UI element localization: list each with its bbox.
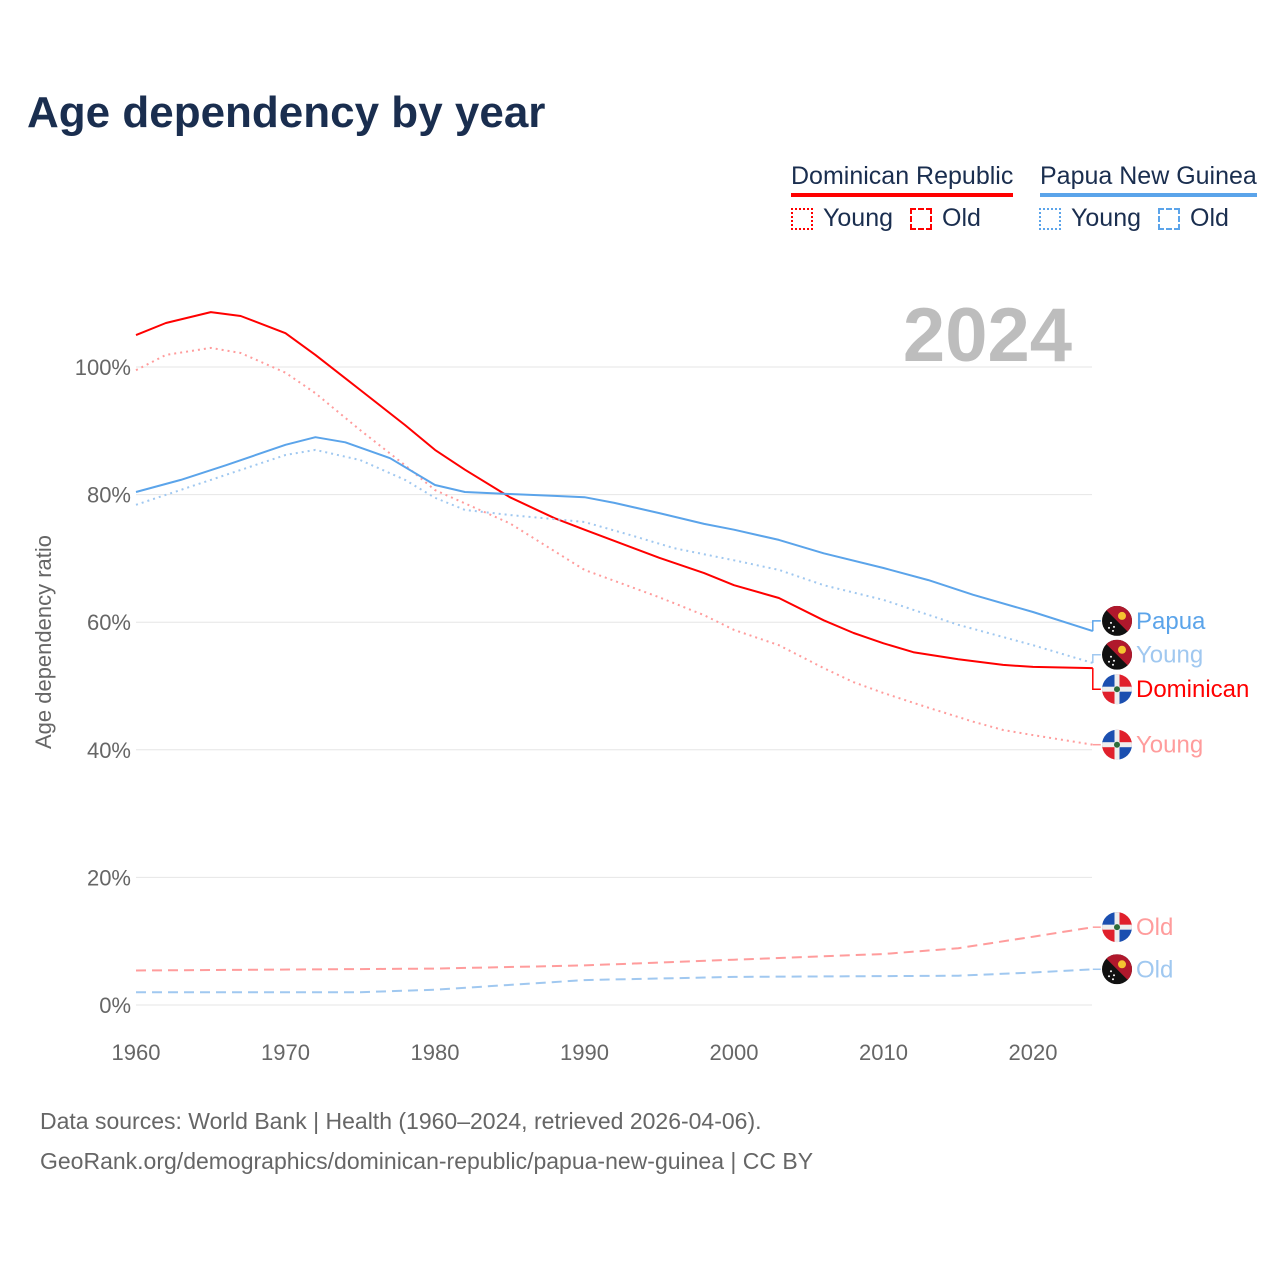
end-label: Young — [1136, 642, 1203, 669]
legend-png-old[interactable]: Old — [1158, 204, 1229, 233]
flag-body — [1102, 729, 1132, 760]
series-line-papua-new-guinea — [135, 436, 1094, 633]
flag-body — [1102, 674, 1132, 705]
flag-star — [1112, 629, 1114, 632]
flag-star — [1112, 663, 1114, 666]
attribution[interactable]: GeoRank.org/demographics/dominican-repub… — [40, 1148, 814, 1174]
flag-star — [1108, 660, 1110, 663]
y-axis-label: Age dependency ratio — [31, 535, 56, 749]
legend-dr-young[interactable]: Young — [791, 204, 893, 233]
series-line-papua-new-guinea-young — [135, 448, 1094, 664]
legend-papua-new-guinea[interactable]: Papua New Guinea — [1040, 162, 1257, 197]
png-flag-icon — [1102, 605, 1132, 636]
legend-label: Old — [1190, 204, 1229, 232]
series-line-dominican-republic-young — [135, 346, 1093, 746]
flag-star — [1110, 970, 1112, 973]
x-tick-label: 2020 — [1009, 1040, 1058, 1065]
end-label: Old — [1136, 956, 1173, 983]
series-line-dominican-republic-old — [135, 926, 1093, 972]
legend-dr-old[interactable]: Old — [910, 204, 981, 233]
flag-star — [1112, 978, 1114, 981]
flag-part — [1114, 741, 1120, 748]
flag-star — [1113, 659, 1115, 662]
legend-label: Young — [1071, 204, 1141, 232]
flag-star — [1113, 974, 1115, 977]
y-tick-label: 80% — [87, 483, 131, 508]
series-line-dominican-republic — [135, 311, 1093, 670]
end-label: Young — [1136, 732, 1203, 759]
flag-body — [1102, 605, 1132, 636]
dotted-swatch-icon — [1039, 208, 1061, 230]
x-tick-label: 1990 — [560, 1040, 609, 1065]
y-tick-label: 100% — [75, 355, 131, 380]
year-label: 2024 — [902, 293, 1072, 378]
legend-label: Young — [823, 204, 893, 232]
y-tick-label: 0% — [99, 993, 131, 1018]
flag-star — [1110, 655, 1112, 658]
dominican-flag-icon — [1102, 674, 1132, 705]
dominican-flag-icon — [1102, 912, 1132, 943]
flag-body — [1102, 912, 1132, 943]
label-connector — [1092, 653, 1101, 664]
y-tick-label: 40% — [87, 738, 131, 763]
x-tick-label: 1960 — [112, 1040, 161, 1065]
flag-star — [1113, 625, 1115, 628]
flag-part — [1118, 645, 1126, 654]
end-label: Papua — [1136, 608, 1206, 635]
flag-star — [1108, 975, 1110, 978]
flag-part — [1114, 924, 1120, 931]
x-tick-label: 1970 — [261, 1040, 310, 1065]
y-tick-label: 20% — [87, 865, 131, 890]
label-connector — [1092, 668, 1101, 690]
source-note: Data sources: World Bank | Health (1960–… — [40, 1108, 762, 1134]
flag-part — [1118, 611, 1126, 620]
dominican-flag-icon — [1102, 729, 1132, 760]
flag-body — [1102, 954, 1132, 985]
legend-dominican-republic[interactable]: Dominican Republic — [791, 162, 1014, 197]
dashed-swatch-icon — [1158, 208, 1180, 230]
series-line-papua-new-guinea-old — [136, 968, 1093, 994]
end-label: Dominican — [1136, 676, 1249, 703]
flag-body — [1102, 639, 1132, 670]
dotted-swatch-icon — [791, 208, 813, 230]
png-flag-icon — [1102, 639, 1132, 670]
chart-title: Age dependency by year — [27, 88, 546, 137]
flag-part — [1114, 686, 1120, 693]
end-label: Old — [1136, 914, 1173, 941]
x-tick-label: 2000 — [710, 1040, 759, 1065]
y-tick-label: 60% — [87, 610, 131, 635]
flag-part — [1118, 960, 1126, 969]
label-connector — [1092, 620, 1101, 632]
x-tick-label: 1980 — [411, 1040, 460, 1065]
x-tick-label: 2010 — [859, 1040, 908, 1065]
png-flag-icon — [1102, 954, 1132, 985]
legend-png-young[interactable]: Young — [1039, 204, 1141, 233]
legend-label: Old — [942, 204, 981, 232]
flag-star — [1108, 626, 1110, 629]
flag-star — [1110, 621, 1112, 624]
dashed-swatch-icon — [910, 208, 932, 230]
